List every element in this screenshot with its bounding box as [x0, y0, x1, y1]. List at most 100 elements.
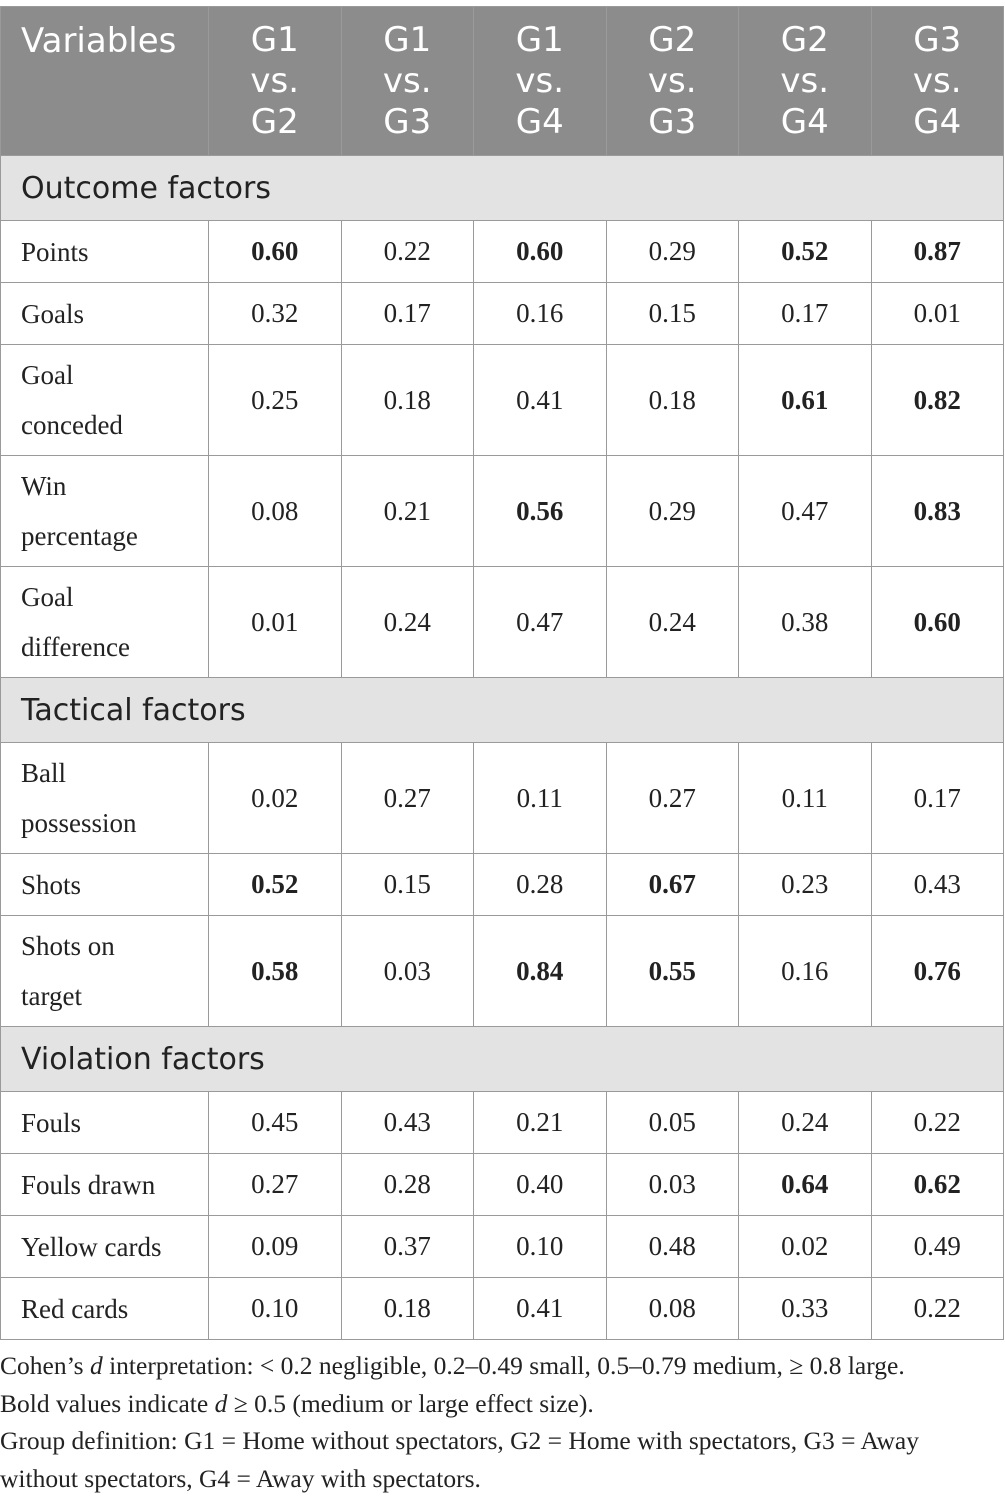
effect-size-cell: 0.47	[738, 455, 872, 567]
effect-size-cell: 0.22	[870, 1091, 1004, 1154]
table-row: Win percentage 0.08 0.21 0.56 0.29 0.47 0.83	[0, 455, 1004, 567]
effect-size-cell: 0.64	[738, 1153, 872, 1216]
comparison-vs: vs.	[515, 60, 565, 101]
effect-size-cell: 0.08	[208, 455, 342, 567]
effect-size-cell: 0.41	[473, 1277, 607, 1340]
effect-size-cell: 0.16	[473, 282, 607, 345]
effect-size-cell: 0.18	[340, 344, 474, 456]
effect-size-cell: 0.40	[473, 1153, 607, 1216]
effect-size-cell: 0.41	[473, 344, 607, 456]
table-row: Red cards 0.10 0.18 0.41 0.08 0.33 0.22	[0, 1277, 1004, 1340]
effect-size-cell: 0.05	[605, 1091, 739, 1154]
comparison-header-g3-g4: G3 vs. G4	[870, 6, 1004, 156]
effect-size-cell: 0.61	[738, 344, 872, 456]
comparison-group-b: G3	[383, 101, 432, 142]
comparison-group-b: G4	[515, 101, 564, 142]
effect-size-cell: 0.02	[208, 742, 342, 854]
section-row: Violation factors	[0, 1026, 1004, 1092]
table-row: Ball possession 0.02 0.27 0.11 0.27 0.11 0.17	[0, 742, 1004, 854]
variables-header: Variables	[0, 6, 209, 156]
effect-size-cell: 0.37	[340, 1215, 474, 1278]
footnote-bold-meaning: Bold values indicate d ≥ 0.5 (medium or …	[0, 1385, 1000, 1423]
table-row: Goal conceded 0.25 0.18 0.41 0.18 0.61 0.82	[0, 344, 1004, 456]
comparison-group-b: G3	[648, 101, 697, 142]
comparison-group-a: G1	[383, 19, 432, 60]
comparison-vs: vs.	[647, 60, 697, 101]
effect-size-cell: 0.25	[208, 344, 342, 456]
comparison-group-b: G2	[250, 101, 299, 142]
effect-size-cell: 0.83	[870, 455, 1004, 567]
effect-size-cell: 0.28	[340, 1153, 474, 1216]
comparison-group-a: G3	[913, 19, 962, 60]
comparison-group-a: G2	[780, 19, 829, 60]
variable-label: Ball possession	[0, 742, 209, 854]
variable-label: Fouls	[0, 1091, 209, 1154]
footnote-text: Bold values indicate	[0, 1388, 215, 1418]
effect-size-cell: 0.03	[340, 915, 474, 1027]
effect-size-cell: 0.33	[738, 1277, 872, 1340]
effect-size-cell: 0.17	[340, 282, 474, 345]
comparison-vs: vs.	[780, 60, 830, 101]
footnote-text: interpretation: < 0.2 negligible, 0.2–0.…	[102, 1351, 905, 1380]
effect-size-cell: 0.56	[473, 455, 607, 567]
comparison-vs: vs.	[912, 60, 962, 101]
footnote-text: ≥ 0.5 (medium or large effect size).	[227, 1388, 594, 1418]
effect-size-cell: 0.15	[605, 282, 739, 345]
effect-size-cell: 0.15	[340, 853, 474, 916]
section-row: Tactical factors	[0, 677, 1004, 743]
effect-size-cell: 0.52	[208, 853, 342, 916]
variable-label: Yellow cards	[0, 1215, 209, 1278]
effect-size-cell: 0.27	[208, 1153, 342, 1216]
footnote-interpretation: Cohen’s d interpretation: < 0.2 negligib…	[0, 1347, 1000, 1385]
effect-size-cell: 0.43	[870, 853, 1004, 916]
effect-size-cell: 0.48	[605, 1215, 739, 1278]
comparison-vs: vs.	[382, 60, 432, 101]
comparison-group-a: G1	[515, 19, 564, 60]
table-row: Goal difference 0.01 0.24 0.47 0.24 0.38 0.60	[0, 566, 1004, 678]
section-title: Tactical factors	[0, 677, 1004, 743]
comparison-group-b: G4	[780, 101, 829, 142]
footnote-group-definition: Group definition: G1 = Home without spec…	[0, 1426, 919, 1493]
effect-size-cell: 0.47	[473, 566, 607, 678]
section-row: Outcome factors	[0, 155, 1004, 221]
table-row: Shots 0.52 0.15 0.28 0.67 0.23 0.43	[0, 853, 1004, 916]
comparison-group-a: G1	[250, 19, 299, 60]
effect-size-cell: 0.58	[208, 915, 342, 1027]
table-row: Fouls drawn 0.27 0.28 0.40 0.03 0.64 0.62	[0, 1153, 1004, 1216]
effect-size-cell: 0.22	[870, 1277, 1004, 1340]
table-row: Points 0.60 0.22 0.60 0.29 0.52 0.87	[0, 220, 1004, 283]
effect-size-cell: 0.23	[738, 853, 872, 916]
variable-label: Win percentage	[0, 455, 209, 567]
effect-size-cell: 0.43	[340, 1091, 474, 1154]
effect-size-cell: 0.03	[605, 1153, 739, 1216]
effect-size-cell: 0.09	[208, 1215, 342, 1278]
effect-size-cell: 0.10	[473, 1215, 607, 1278]
comparison-group-b: G4	[913, 101, 962, 142]
variable-label: Red cards	[0, 1277, 209, 1340]
variable-label: Points	[0, 220, 209, 283]
variable-label: Shots on target	[0, 915, 209, 1027]
comparison-group-a: G2	[648, 19, 697, 60]
table-footnotes: Cohen’s d interpretation: < 0.2 negligib…	[0, 1347, 1000, 1497]
comparison-header-g1-g2: G1 vs. G2	[208, 6, 342, 156]
effect-size-cell: 0.11	[738, 742, 872, 854]
footnote-symbol-d: d	[89, 1351, 103, 1380]
effect-size-cell: 0.82	[870, 344, 1004, 456]
effect-size-cell: 0.24	[605, 566, 739, 678]
effect-size-cell: 0.10	[208, 1277, 342, 1340]
comparison-header-g2-g3: G2 vs. G3	[605, 6, 739, 156]
variable-label: Fouls drawn	[0, 1153, 209, 1216]
effect-size-cell: 0.21	[473, 1091, 607, 1154]
effect-size-cell: 0.32	[208, 282, 342, 345]
footnote-text: Cohen’s	[0, 1351, 90, 1380]
effect-size-cell: 0.55	[605, 915, 739, 1027]
table-row: Goals 0.32 0.17 0.16 0.15 0.17 0.01	[0, 282, 1004, 345]
effect-size-cell: 0.01	[870, 282, 1004, 345]
effect-size-cell: 0.60	[208, 220, 342, 283]
effect-size-cell: 0.18	[605, 344, 739, 456]
table-row: Fouls 0.45 0.43 0.21 0.05 0.24 0.22	[0, 1091, 1004, 1154]
header-row: Variables G1 vs. G2 G1 vs. G3 G1 vs. G4 …	[0, 6, 1004, 156]
effect-size-cell: 0.45	[208, 1091, 342, 1154]
comparison-header-g1-g4: G1 vs. G4	[473, 6, 607, 156]
effect-size-cell: 0.08	[605, 1277, 739, 1340]
